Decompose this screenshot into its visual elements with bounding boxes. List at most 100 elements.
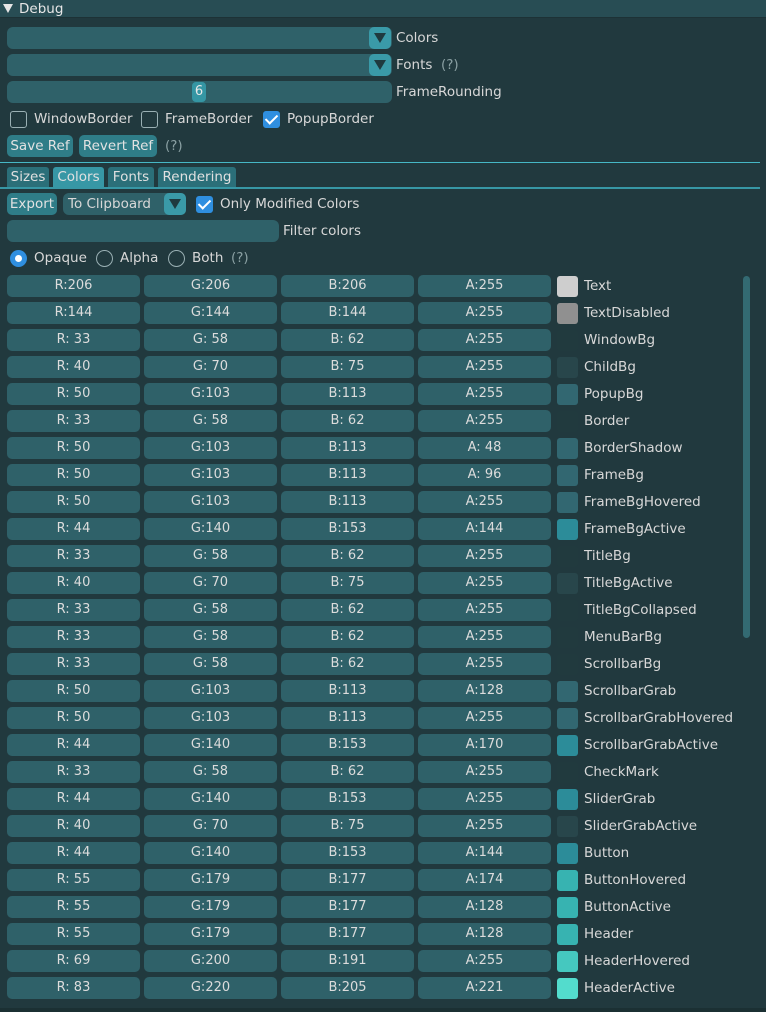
- color-swatch[interactable]: [557, 654, 578, 675]
- export-target-combo[interactable]: [63, 193, 186, 215]
- color-swatch[interactable]: [557, 897, 578, 918]
- color-g-field[interactable]: G:200: [144, 950, 277, 972]
- color-g-field[interactable]: G: 58: [144, 599, 277, 621]
- color-swatch[interactable]: [557, 546, 578, 567]
- color-b-field[interactable]: B: 75: [281, 815, 414, 837]
- color-a-field[interactable]: A:255: [418, 707, 551, 729]
- color-b-field[interactable]: B:113: [281, 437, 414, 459]
- color-b-field[interactable]: B:153: [281, 734, 414, 756]
- color-a-field[interactable]: A:255: [418, 329, 551, 351]
- color-b-field[interactable]: B:113: [281, 707, 414, 729]
- only-modified-checkbox[interactable]: [196, 196, 213, 213]
- color-a-field[interactable]: A:255: [418, 491, 551, 513]
- color-r-field[interactable]: R: 50: [7, 383, 140, 405]
- tab-sizes[interactable]: Sizes: [7, 167, 49, 187]
- color-b-field[interactable]: B: 62: [281, 626, 414, 648]
- color-a-field[interactable]: A:255: [418, 599, 551, 621]
- color-a-field[interactable]: A:144: [418, 842, 551, 864]
- color-r-field[interactable]: R: 44: [7, 734, 140, 756]
- color-a-field[interactable]: A:255: [418, 788, 551, 810]
- color-g-field[interactable]: G:103: [144, 383, 277, 405]
- tab-colors[interactable]: Colors: [53, 167, 104, 187]
- color-swatch[interactable]: [557, 681, 578, 702]
- color-b-field[interactable]: B: 62: [281, 329, 414, 351]
- color-b-field[interactable]: B: 75: [281, 572, 414, 594]
- color-g-field[interactable]: G:103: [144, 464, 277, 486]
- export-button[interactable]: Export: [7, 193, 57, 215]
- color-swatch[interactable]: [557, 627, 578, 648]
- color-a-field[interactable]: A:255: [418, 383, 551, 405]
- color-r-field[interactable]: R: 55: [7, 896, 140, 918]
- color-r-field[interactable]: R: 50: [7, 464, 140, 486]
- color-a-field[interactable]: A:255: [418, 653, 551, 675]
- color-r-field[interactable]: R: 40: [7, 356, 140, 378]
- color-r-field[interactable]: R: 33: [7, 545, 140, 567]
- color-a-field[interactable]: A:255: [418, 545, 551, 567]
- colors-combo-arrow-icon[interactable]: [369, 27, 391, 49]
- color-r-field[interactable]: R: 40: [7, 815, 140, 837]
- window-border-checkbox[interactable]: [10, 111, 27, 128]
- color-a-field[interactable]: A:128: [418, 680, 551, 702]
- color-a-field[interactable]: A:255: [418, 410, 551, 432]
- color-b-field[interactable]: B: 62: [281, 653, 414, 675]
- color-r-field[interactable]: R: 40: [7, 572, 140, 594]
- color-r-field[interactable]: R: 44: [7, 518, 140, 540]
- color-r-field[interactable]: R: 44: [7, 788, 140, 810]
- color-r-field[interactable]: R: 69: [7, 950, 140, 972]
- color-a-field[interactable]: A: 48: [418, 437, 551, 459]
- color-g-field[interactable]: G:179: [144, 923, 277, 945]
- fonts-combo-arrow-icon[interactable]: [369, 54, 391, 76]
- tab-rendering[interactable]: Rendering: [158, 167, 236, 187]
- frame-rounding-grab[interactable]: 6: [192, 82, 206, 102]
- fonts-combo[interactable]: [7, 54, 392, 76]
- color-b-field[interactable]: B: 62: [281, 761, 414, 783]
- color-b-field[interactable]: B: 62: [281, 599, 414, 621]
- color-r-field[interactable]: R:206: [7, 275, 140, 297]
- color-r-field[interactable]: R: 83: [7, 977, 140, 999]
- filter-colors-input[interactable]: [7, 220, 279, 242]
- modes-help-marker[interactable]: (?): [231, 250, 249, 266]
- color-b-field[interactable]: B:177: [281, 869, 414, 891]
- color-a-field[interactable]: A:255: [418, 275, 551, 297]
- color-g-field[interactable]: G:140: [144, 788, 277, 810]
- color-g-field[interactable]: G:179: [144, 896, 277, 918]
- color-g-field[interactable]: G: 58: [144, 761, 277, 783]
- color-g-field[interactable]: G:179: [144, 869, 277, 891]
- color-g-field[interactable]: G:103: [144, 707, 277, 729]
- color-g-field[interactable]: G: 58: [144, 626, 277, 648]
- color-a-field[interactable]: A:255: [418, 302, 551, 324]
- color-swatch[interactable]: [557, 303, 578, 324]
- color-r-field[interactable]: R: 33: [7, 626, 140, 648]
- color-b-field[interactable]: B:144: [281, 302, 414, 324]
- frame-border-checkbox[interactable]: [141, 111, 158, 128]
- tab-fonts[interactable]: Fonts: [108, 167, 154, 187]
- color-swatch[interactable]: [557, 816, 578, 837]
- color-a-field[interactable]: A:128: [418, 923, 551, 945]
- popup-border-checkbox[interactable]: [263, 111, 280, 128]
- color-a-field[interactable]: A:255: [418, 761, 551, 783]
- color-swatch[interactable]: [557, 762, 578, 783]
- color-a-field[interactable]: A:128: [418, 896, 551, 918]
- color-b-field[interactable]: B:113: [281, 464, 414, 486]
- color-swatch[interactable]: [557, 708, 578, 729]
- color-swatch[interactable]: [557, 600, 578, 621]
- save-ref-button[interactable]: Save Ref: [7, 135, 73, 157]
- color-r-field[interactable]: R: 55: [7, 869, 140, 891]
- color-b-field[interactable]: B: 62: [281, 410, 414, 432]
- color-r-field[interactable]: R: 33: [7, 653, 140, 675]
- color-b-field[interactable]: B:205: [281, 977, 414, 999]
- color-g-field[interactable]: G: 70: [144, 815, 277, 837]
- color-b-field[interactable]: B:113: [281, 680, 414, 702]
- color-swatch[interactable]: [557, 951, 578, 972]
- color-r-field[interactable]: R: 50: [7, 491, 140, 513]
- color-r-field[interactable]: R: 33: [7, 761, 140, 783]
- color-b-field[interactable]: B:177: [281, 923, 414, 945]
- color-r-field[interactable]: R: 50: [7, 437, 140, 459]
- color-b-field[interactable]: B: 75: [281, 356, 414, 378]
- color-r-field[interactable]: R: 50: [7, 707, 140, 729]
- revert-ref-button[interactable]: Revert Ref: [79, 135, 157, 157]
- mode-alpha-radio[interactable]: [96, 250, 113, 267]
- color-b-field[interactable]: B:113: [281, 383, 414, 405]
- collapse-arrow-icon[interactable]: [3, 4, 13, 13]
- color-r-field[interactable]: R: 55: [7, 923, 140, 945]
